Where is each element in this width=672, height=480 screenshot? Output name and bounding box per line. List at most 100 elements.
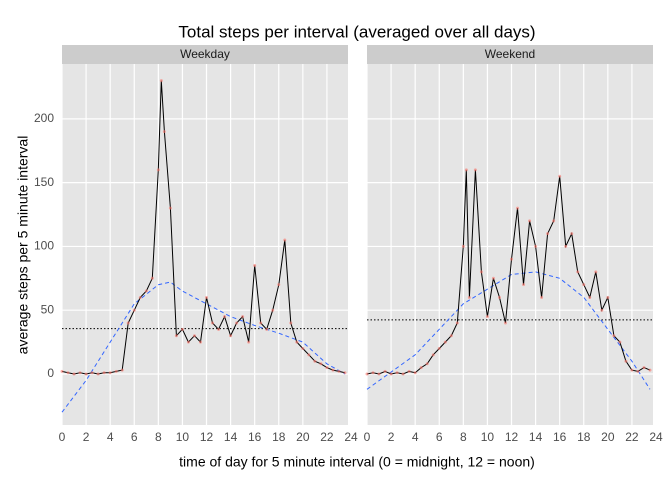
y-tick-label: 100 [34,239,54,253]
data-point [289,321,293,325]
data-point [235,321,239,325]
x-tick-label: 4 [107,430,114,444]
data-point [198,340,202,344]
x-axis-label: time of day for 5 minute interval (0 = m… [179,454,535,470]
x-tick-label: 6 [436,430,443,444]
x-tick-label: 16 [248,430,262,444]
data-point [283,238,287,242]
data-point [313,359,317,363]
x-tick-label: 4 [412,430,419,444]
data-point [464,168,468,172]
data-point [558,174,562,178]
data-point [467,295,471,299]
data-point [395,371,399,375]
x-tick-label: 24 [344,430,358,444]
x-tick-label: 0 [59,430,66,444]
data-point [479,270,483,274]
data-point [192,334,196,338]
data-point [576,270,580,274]
data-point [377,372,381,376]
data-point [401,372,405,376]
x-tick-label: 14 [224,430,238,444]
x-tick-label: 16 [553,430,567,444]
data-point [162,130,166,134]
data-point [564,244,568,248]
x-tick-label: 0 [364,430,371,444]
data-point [108,371,112,375]
data-point [540,295,544,299]
data-point [528,219,532,223]
data-point [630,368,634,372]
data-point [624,359,628,363]
data-point [570,232,574,236]
x-tick-label: 10 [176,430,190,444]
data-point [365,372,369,376]
x-tick-label: 24 [649,430,663,444]
data-point [144,289,148,293]
data-point [497,295,501,299]
data-point [60,369,64,373]
x-tick-label: 2 [388,430,395,444]
x-tick-label: 22 [625,430,639,444]
data-point [425,362,429,366]
chart-title: Total steps per interval (averaged over … [178,22,535,41]
x-tick-label: 8 [155,430,162,444]
data-point [491,276,495,280]
panel [62,64,348,425]
data-point [229,334,233,338]
data-point [522,283,526,287]
data-point [102,371,106,375]
data-point [150,276,154,280]
x-tick-label: 12 [200,430,214,444]
smooth-line [366,271,651,390]
x-tick-label: 18 [272,430,286,444]
data-point [413,371,417,375]
data-point [241,315,245,319]
x-tick-label: 10 [481,430,495,444]
data-point [455,321,459,325]
data-point [114,369,118,373]
strip-label: Weekday [180,47,230,61]
y-tick-label: 50 [41,302,55,316]
x-tick-label: 18 [577,430,591,444]
data-point [126,321,130,325]
strip-label: Weekend [485,47,535,61]
data-point [473,168,477,172]
data-point [546,232,550,236]
data-point [265,327,269,331]
data-point [325,366,329,370]
data-point [636,369,640,373]
data-point [461,244,465,248]
data-point [223,315,227,319]
data-point [594,270,598,274]
data-point [72,372,76,376]
data-point [407,369,411,373]
data-point [419,366,423,370]
data-point [295,340,299,344]
data-point [301,346,305,350]
y-tick-label: 0 [47,366,54,380]
data-point [90,371,94,375]
data-point [331,368,335,372]
data-point [174,334,178,338]
data-point [132,308,136,312]
data-point [78,371,82,375]
data-point [156,168,160,172]
x-tick-label: 6 [131,430,138,444]
data-point [449,334,453,338]
x-tick-label: 8 [460,430,467,444]
x-tick-label: 20 [296,430,310,444]
data-point [180,327,184,331]
data-point [159,79,163,83]
data-point [371,371,375,375]
data-point [612,334,616,338]
data-point [343,371,347,375]
data-point [120,368,124,372]
y-axis-label: average steps per 5 minute interval [15,136,31,355]
data-point [600,308,604,312]
data-point [253,264,257,268]
data-point [186,340,190,344]
y-tick-label: 200 [34,111,54,125]
strip [62,45,348,64]
